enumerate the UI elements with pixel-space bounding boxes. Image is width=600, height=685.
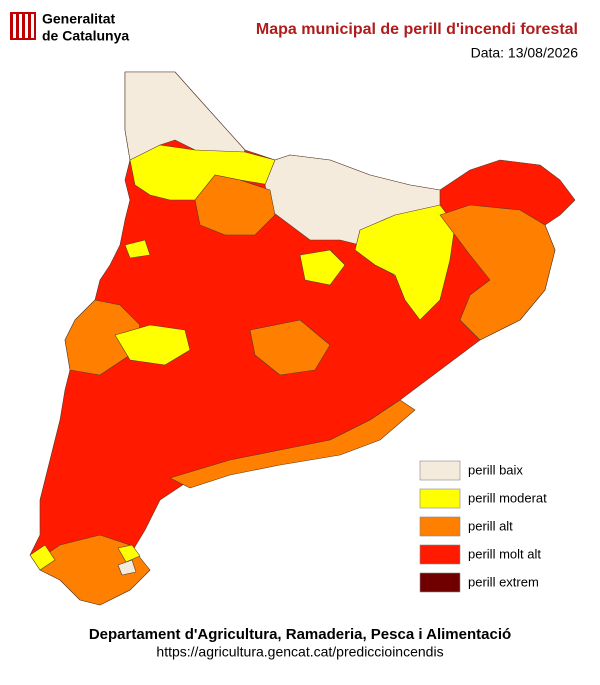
region <box>29 544 56 571</box>
region <box>117 559 137 576</box>
region <box>124 71 246 166</box>
region <box>194 174 276 236</box>
region <box>117 544 141 563</box>
region <box>114 324 191 366</box>
title: Mapa municipal de perill d'incendi fores… <box>256 21 578 38</box>
logo-text: Generalitat <box>42 11 115 27</box>
region <box>169 399 416 489</box>
legend-label: perill baix <box>468 462 523 477</box>
footer-url: https://agricultura.gencat.cat/prediccio… <box>156 644 443 660</box>
legend-label: perill extrem <box>468 574 539 589</box>
legend-swatch <box>419 516 461 537</box>
legend-swatch <box>419 572 461 593</box>
legend: perill baix perill moderat perill alt peril… <box>419 460 547 593</box>
region <box>124 239 151 259</box>
legend-label: perill alt <box>468 518 513 533</box>
legend-swatch <box>419 460 461 481</box>
region <box>64 299 141 376</box>
region <box>354 204 456 321</box>
map <box>29 71 576 606</box>
date: Data: 13/08/2026 <box>471 45 579 61</box>
legend-label: perill molt alt <box>468 546 541 561</box>
legend-swatch <box>419 544 461 565</box>
legend-swatch <box>419 488 461 509</box>
footer-department: Departament d'Agricultura, Ramaderia, Pe… <box>89 626 511 643</box>
region <box>249 319 331 376</box>
logo-text: de Catalunya <box>42 28 129 44</box>
legend-label: perill moderat <box>468 490 547 505</box>
region <box>439 204 556 341</box>
region <box>299 249 346 286</box>
logo: Generalitat de Catalunya <box>10 11 129 44</box>
